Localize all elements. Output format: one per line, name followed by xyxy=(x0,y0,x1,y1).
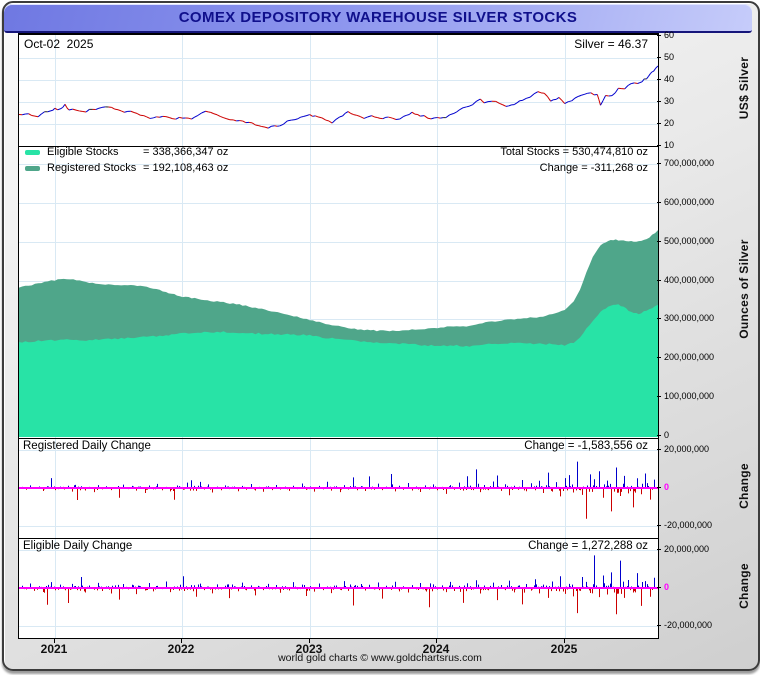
footer-credit: world gold charts © www.goldchartsrus.co… xyxy=(278,652,482,664)
eligible-daily-change-chart xyxy=(19,538,658,638)
date-label: Oct-02 2025 xyxy=(24,37,94,51)
legend-label: Eligible Stocks xyxy=(47,146,119,158)
axis-tick xyxy=(657,525,661,526)
axis-tick-label: 0 xyxy=(664,430,670,440)
axis-tick-label: 40 xyxy=(664,74,675,84)
x-axis-year-label: 2021 xyxy=(40,642,68,656)
axis-tick xyxy=(657,145,661,146)
page-title: COMEX DEPOSITORY WAREHOUSE SILVER STOCKS xyxy=(178,9,578,26)
axis-tick xyxy=(657,435,661,436)
registered-daily-change-chart xyxy=(19,438,658,538)
axis-tick xyxy=(657,241,661,242)
axis-tick xyxy=(657,280,661,281)
axis-tick xyxy=(657,449,661,450)
axis-tick xyxy=(657,625,661,626)
axis-tick xyxy=(657,163,661,164)
axis-tick-label: -20,000,000 xyxy=(664,520,713,530)
window-titlebar: COMEX DEPOSITORY WAREHOUSE SILVER STOCKS xyxy=(4,4,752,33)
x-axis-tick xyxy=(436,638,437,643)
x-axis-tick xyxy=(181,638,182,643)
axis-tick-label: -20,000,000 xyxy=(664,620,713,630)
eligible-change-title: Eligible Daily Change xyxy=(23,540,133,552)
legend-value: = 338,366,347 oz xyxy=(143,146,229,158)
registered-swatch xyxy=(25,165,40,171)
x-axis-year-label: 2023 xyxy=(295,642,323,656)
plot-area: Oct-02 2025 Silver = 46.37 Eligible Stoc… xyxy=(18,33,659,639)
axis-tick xyxy=(657,35,661,36)
axis-tick-label: 100,000,000 xyxy=(664,391,715,401)
x-axis-tick xyxy=(309,638,310,643)
axis-tick-label: 600,000,000 xyxy=(664,197,715,207)
total-stocks-label: Total Stocks = 530,474,810 oz xyxy=(500,146,648,158)
axis-tick-label: 500,000,000 xyxy=(664,236,715,246)
legend-value: = 192,108,463 oz xyxy=(143,162,229,174)
legend-label: Registered Stocks xyxy=(47,162,137,174)
axis-tick xyxy=(657,79,661,80)
axis-tick-label: 400,000,000 xyxy=(664,275,715,285)
total-change-label: Change = -311,268 oz xyxy=(539,162,648,174)
axis-tick xyxy=(657,318,661,319)
axis-tick-label: 30 xyxy=(664,96,675,106)
x-axis-year-label: 2024 xyxy=(422,642,450,656)
axis-tick-label: 0 xyxy=(664,582,670,592)
x-axis-tick xyxy=(564,638,565,643)
axis-tick xyxy=(657,123,661,124)
axis-tick-label: 700,000,000 xyxy=(664,158,715,168)
axis-title-ounces-of-silver: Ounces of Silver xyxy=(737,239,751,339)
axis-tick-label: 0 xyxy=(664,482,670,492)
legend-item-eligible: Eligible Stocks = 338,366,347 oz xyxy=(25,146,228,158)
axis-tick xyxy=(657,587,661,588)
axis-tick-label: 200,000,000 xyxy=(664,352,715,362)
eligible-change-label: Change = 1,272,288 oz xyxy=(528,540,648,552)
axis-title-us-silver: US$ Silver xyxy=(737,56,751,120)
axis-tick-label: 60 xyxy=(664,30,675,40)
silver-price-chart xyxy=(19,34,658,146)
registered-change-label: Change = -1,583,556 oz xyxy=(524,440,648,452)
axis-tick-label: 20,000,000 xyxy=(664,544,710,554)
axis-tick xyxy=(657,487,661,488)
x-axis-year-label: 2022 xyxy=(167,642,195,656)
axis-tick xyxy=(657,202,661,203)
axis-tick-label: 300,000,000 xyxy=(664,313,715,323)
x-axis-year-label: 2025 xyxy=(550,642,578,656)
axis-tick xyxy=(657,57,661,58)
axis-tick xyxy=(657,101,661,102)
axis-tick-label: 50 xyxy=(664,52,675,62)
x-axis-tick xyxy=(54,638,55,643)
axis-tick xyxy=(657,549,661,550)
axis-tick xyxy=(657,357,661,358)
axis-tick xyxy=(657,396,661,397)
axis-tick-label: 10 xyxy=(664,140,675,150)
warehouse-stocks-chart xyxy=(19,146,658,438)
legend-item-registered: Registered Stocks = 192,108,463 oz xyxy=(25,162,228,174)
axis-title-change-eligible: Change xyxy=(737,563,751,609)
axis-tick-label: 20 xyxy=(664,118,675,128)
axis-tick-label: 20,000,000 xyxy=(664,444,710,454)
registered-change-title: Registered Daily Change xyxy=(23,440,151,452)
silver-price-label: Silver = 46.37 xyxy=(574,37,648,51)
eligible-swatch xyxy=(25,149,40,155)
